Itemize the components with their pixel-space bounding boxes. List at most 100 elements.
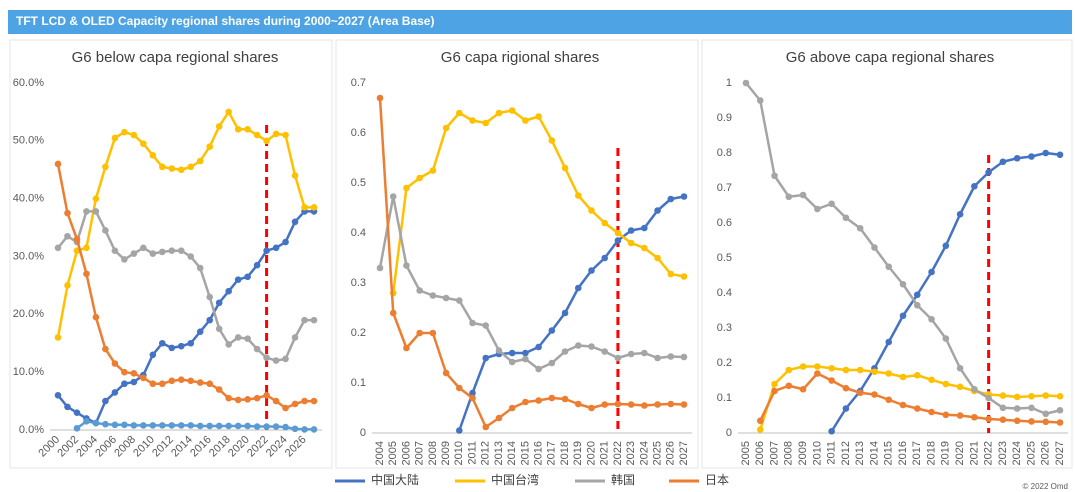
- y-tick-label: 40.0%: [13, 193, 44, 205]
- point: [522, 349, 529, 357]
- point: [225, 108, 232, 116]
- point: [403, 262, 410, 269]
- point: [253, 131, 261, 139]
- point: [885, 338, 893, 346]
- point: [899, 401, 907, 409]
- point: [244, 273, 251, 281]
- x-tick-label: 2005: [387, 441, 399, 465]
- point: [187, 377, 195, 385]
- point: [913, 301, 921, 309]
- x-tick-label: 2023: [625, 441, 637, 465]
- point: [263, 137, 270, 145]
- x-tick-label: 2006: [400, 441, 412, 465]
- point: [111, 421, 119, 429]
- point: [310, 426, 318, 433]
- point: [469, 394, 476, 402]
- point: [985, 168, 992, 176]
- point: [376, 94, 384, 102]
- y-tick-label: 0.7: [351, 77, 366, 89]
- point: [680, 193, 688, 200]
- point: [416, 174, 423, 182]
- series-line: [56, 163, 314, 410]
- x-tick-label: 2014: [506, 441, 518, 465]
- point: [654, 401, 661, 408]
- point: [416, 287, 423, 294]
- point: [54, 392, 62, 399]
- legend-label: 韩国: [611, 472, 635, 487]
- point: [291, 334, 299, 341]
- point: [614, 400, 622, 408]
- x-tick-label: 2004: [374, 441, 386, 465]
- point: [1028, 404, 1035, 412]
- x-tick-label: 2013: [493, 441, 505, 465]
- point: [667, 195, 675, 203]
- x-tick-label: 2010: [811, 441, 823, 465]
- x-tick-label: 2012: [840, 441, 852, 465]
- point: [469, 389, 476, 397]
- series-line: [57, 210, 314, 425]
- x-tick-label: 2010: [453, 441, 465, 465]
- point: [641, 224, 648, 232]
- point: [627, 239, 635, 247]
- point: [92, 195, 100, 202]
- point: [956, 210, 964, 218]
- point: [130, 250, 138, 257]
- point: [244, 335, 251, 342]
- point: [495, 109, 503, 117]
- point: [561, 309, 569, 317]
- x-tick-label: 2018: [925, 441, 937, 465]
- point: [73, 424, 81, 432]
- point: [416, 329, 423, 337]
- y-tick-label: 0: [360, 427, 366, 439]
- point: [121, 256, 128, 263]
- point: [187, 253, 195, 260]
- point: [121, 421, 128, 429]
- y-tick-label: 20.0%: [13, 308, 44, 320]
- point: [535, 365, 542, 373]
- point: [403, 344, 410, 352]
- point: [442, 369, 450, 377]
- point: [799, 385, 807, 393]
- point: [389, 193, 397, 200]
- y-tick-label: 0.3: [717, 322, 732, 334]
- point: [215, 386, 223, 393]
- x-tick-label: 2013: [854, 441, 866, 465]
- point: [614, 237, 622, 244]
- point: [291, 425, 299, 433]
- point: [244, 125, 251, 133]
- point: [263, 423, 270, 430]
- point: [64, 282, 71, 289]
- point: [149, 151, 157, 159]
- point: [574, 284, 582, 292]
- point: [282, 404, 289, 412]
- point: [1013, 417, 1021, 425]
- point: [522, 398, 529, 406]
- legend-label: 中国台湾: [491, 472, 539, 487]
- point: [482, 423, 490, 431]
- point: [1028, 392, 1035, 400]
- x-tick-label: 2020: [585, 441, 597, 465]
- point: [310, 204, 318, 211]
- point: [301, 397, 308, 405]
- point: [168, 377, 176, 385]
- y-tick-label: 0.4: [717, 287, 732, 299]
- point: [942, 242, 950, 250]
- point: [272, 244, 280, 252]
- point: [102, 397, 109, 405]
- point: [282, 423, 289, 431]
- x-tick-label: 2007: [414, 441, 426, 465]
- point: [548, 137, 556, 144]
- panel-frame: [701, 39, 1073, 469]
- point: [667, 270, 675, 278]
- point: [158, 380, 166, 388]
- point: [601, 348, 608, 355]
- point: [1056, 406, 1064, 414]
- y-tick-label: 0.0%: [19, 424, 44, 436]
- point: [856, 389, 864, 397]
- point: [667, 353, 675, 360]
- point: [856, 366, 864, 374]
- point: [482, 322, 490, 329]
- point: [899, 312, 907, 320]
- point: [771, 387, 778, 395]
- point: [263, 392, 270, 399]
